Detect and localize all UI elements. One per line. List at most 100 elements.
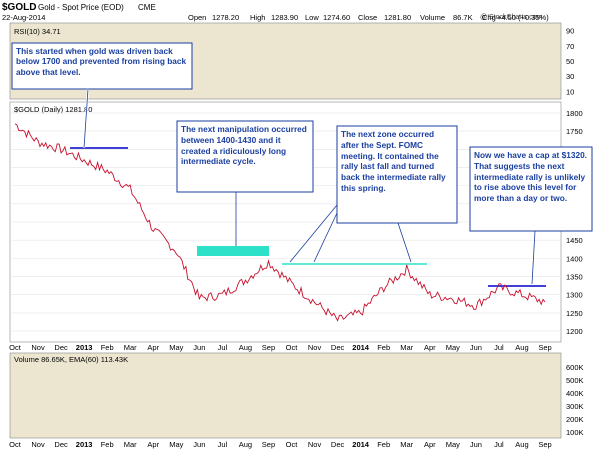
price-label: $GOLD (Daily) 1281.80: [14, 105, 92, 114]
rsi-tick-label: 30: [566, 72, 574, 81]
x-axis-label: Sep: [538, 440, 551, 449]
volume-value: 86.7K: [453, 13, 473, 22]
annotation-1-pointer: [83, 88, 89, 149]
zone-1400-1430: [197, 246, 269, 256]
annotation-3-text: The next zone occurred after the Sept. F…: [341, 129, 446, 193]
rsi-tick-label: 50: [566, 57, 574, 66]
x-axis-label: Aug: [239, 343, 252, 352]
x-axis-label: Apr: [424, 440, 436, 449]
x-axis-label: Nov: [31, 343, 45, 352]
low-label: Low: [305, 13, 319, 22]
x-axis-label: Feb: [377, 440, 390, 449]
x-axis-bottom: Oct Nov Dec 2013 Feb Mar Apr May Jun Jul Aug Sep Oct…: [9, 440, 552, 449]
x-axis-label: Nov: [308, 440, 322, 449]
volume-tick-label: 600K: [566, 363, 584, 372]
price-tick-label: 1450: [566, 236, 583, 245]
rsi-tick-label: 70: [566, 42, 574, 51]
volume-tick-label: 300K: [566, 402, 584, 411]
high-value: 1283.90: [271, 13, 298, 22]
x-axis-label: Dec: [331, 343, 345, 352]
annotation-1-box: [11, 42, 193, 90]
x-axis-label: Dec: [54, 343, 68, 352]
chg-label: Chg: [482, 13, 496, 22]
x-axis-label: Jul: [494, 343, 504, 352]
instrument-name: Gold - Spot Price (EOD): [38, 3, 124, 12]
volume-panel: [9, 352, 562, 439]
annotation-3-pointer-a: [289, 204, 338, 263]
volume-label: Volume: [420, 13, 445, 22]
x-axis-label: Nov: [31, 440, 45, 449]
price-tick-label: 1250: [566, 309, 583, 318]
annotation-1-text: This started when gold was driven back b…: [16, 46, 187, 77]
x-axis-label: Jun: [470, 440, 482, 449]
x-axis-label: Jun: [470, 343, 482, 352]
annotation-3-box: [336, 125, 458, 224]
volume-tick-label: 400K: [566, 389, 584, 398]
price-tick-label: 1400: [566, 254, 583, 263]
rsi-tick-label: 10: [566, 87, 574, 96]
x-axis-label: May: [169, 343, 183, 352]
volume-tick-label: 200K: [566, 415, 584, 424]
x-axis-label: Dec: [331, 440, 345, 449]
annotation-1: This started when gold was driven back b…: [11, 42, 193, 149]
annotation-4-box: [469, 146, 593, 232]
x-axis-label: 2013: [76, 440, 93, 449]
price-tick-label: 1750: [566, 127, 583, 136]
x-axis-label: May: [169, 440, 183, 449]
x-axis-label: Jun: [193, 440, 205, 449]
x-axis-label: Feb: [377, 343, 390, 352]
x-axis-label: Feb: [101, 343, 114, 352]
brand: @ StockCharts.com: [480, 14, 543, 21]
symbol: $GOLD: [2, 2, 36, 13]
rsi-ticks: 90 70 50 30 10: [566, 27, 574, 97]
chg-value: +4.50 (+0.35%): [497, 13, 549, 22]
x-axis-label: May: [446, 343, 460, 352]
exchange: CME: [138, 3, 156, 12]
x-axis-label: Oct: [286, 343, 299, 352]
rsi-tick-label: 90: [566, 27, 574, 36]
chart-date: 22-Aug-2014: [2, 13, 45, 22]
x-axis-label: Aug: [239, 440, 252, 449]
x-axis-label: Oct: [9, 343, 22, 352]
rsi-label: RSI(10) 34.71: [14, 27, 61, 36]
price-series-line: [14, 123, 546, 322]
annotation-3-pointer-c: [397, 222, 412, 263]
volume-tick-label: 100K: [566, 428, 584, 437]
annotation-4-text: Now we have a cap at $1320. That suggest…: [474, 150, 587, 204]
x-axis-label: Apr: [147, 440, 159, 449]
price-tick-label: 1350: [566, 273, 583, 282]
x-axis-mid: Oct Nov Dec 2013 Feb Mar Apr May Jun Jul Aug Sep Oct…: [9, 343, 552, 352]
price-tick-label: 1800: [566, 109, 583, 118]
x-axis-label: Oct: [9, 440, 22, 449]
x-axis-label: 2013: [76, 343, 93, 352]
x-axis-label: Feb: [101, 440, 114, 449]
x-axis-label: Aug: [515, 343, 528, 352]
annotation-2-box: [176, 120, 314, 193]
x-axis-label: Jul: [218, 343, 228, 352]
x-axis-label: Apr: [424, 343, 436, 352]
volume-tick-label: 500K: [566, 376, 584, 385]
x-axis-label: Jun: [193, 343, 205, 352]
x-axis-label: Mar: [400, 440, 413, 449]
annotation-3: The next zone occurred after the Sept. F…: [289, 125, 458, 263]
open-value: 1278.20: [212, 13, 239, 22]
x-axis-label: Dec: [54, 440, 68, 449]
close-label: Close: [358, 13, 377, 22]
annotation-3-pointer-b: [313, 212, 338, 263]
x-axis-label: Sep: [538, 343, 551, 352]
x-axis-label: Mar: [124, 343, 137, 352]
annotation-4: Now we have a cap at $1320. That suggest…: [469, 146, 593, 285]
x-axis-label: 2014: [352, 343, 370, 352]
volume-ticks: 600K 500K 400K 300K 200K 100K: [566, 363, 584, 437]
annotation-4-pointer: [531, 230, 536, 285]
x-axis-label: 2014: [352, 440, 370, 449]
price-tick-label: 1200: [566, 327, 583, 336]
high-label: High: [250, 13, 265, 22]
x-axis-label: Sep: [262, 343, 275, 352]
price-tick-label: 1300: [566, 291, 583, 300]
volume-panel-label: Volume 86.65K, EMA(60) 113.43K: [14, 355, 128, 364]
annotation-2: The next manipulation occurred between 1…: [176, 120, 314, 246]
x-axis-label: Mar: [124, 440, 137, 449]
x-axis-label: Apr: [147, 343, 159, 352]
